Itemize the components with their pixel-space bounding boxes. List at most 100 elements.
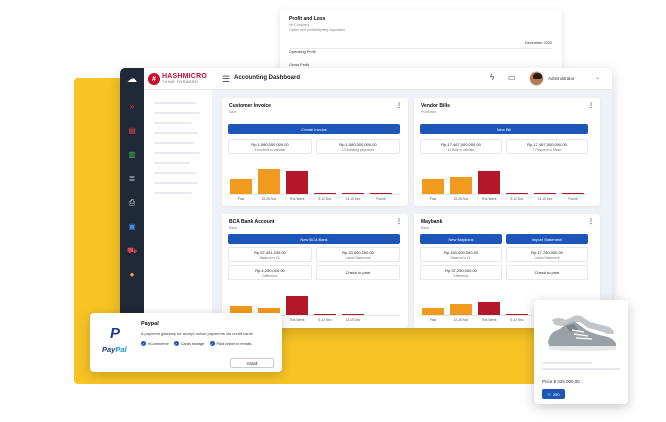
stat-box[interactable]: Rp.1,080,000,000.00 13 Awaiting payments xyxy=(316,139,400,154)
stat-box[interactable]: Rp.43,000,250.00 Latest Statement xyxy=(316,247,400,262)
stat-value: Rp.17,467,000,000.00 xyxy=(441,141,481,147)
stat-label: Difference xyxy=(453,273,469,278)
bca-bank-card: BCA Bank Account Bank ⋮ New BCA Bank Rp.… xyxy=(222,214,408,328)
avatar[interactable] xyxy=(529,71,544,86)
stat-label: 10 Bills to validate xyxy=(447,147,475,152)
bar-past xyxy=(230,306,252,316)
product-desc-placeholder xyxy=(542,368,620,370)
new-bill-button[interactable]: New Bill xyxy=(420,124,588,134)
stat-box[interactable]: Rp.57,491,295.00 Balance in GL xyxy=(228,247,312,262)
invoice-bar-chart: Past 22-28 Nov This Week 6-12 Dec 13-19 … xyxy=(228,164,400,201)
stat-label: Balance in GL xyxy=(259,255,281,260)
cloud-icon[interactable]: ☁ xyxy=(120,68,144,90)
new-maybank-button[interactable]: New Maybank xyxy=(420,234,502,244)
submenu-item[interactable] xyxy=(154,112,200,114)
bar-this-week xyxy=(286,171,308,195)
dashboard-content: Customer Invoice Sale ⋮ Create Invoice R… xyxy=(216,90,612,328)
new-bca-bank-button[interactable]: New BCA Bank xyxy=(228,234,400,244)
import-statement-button[interactable]: Import Statement xyxy=(506,234,588,244)
collapse-arrows-icon[interactable]: » xyxy=(129,102,135,111)
bar-chart-icon[interactable]: ▥ xyxy=(128,150,136,159)
module-description: A payment gateway for accept online paym… xyxy=(141,331,253,336)
submenu-item[interactable] xyxy=(154,102,196,104)
chart-baseline xyxy=(228,194,400,195)
stat-label: Difference xyxy=(262,273,278,278)
product-name-placeholder xyxy=(542,362,592,364)
tag-label: Cards storage xyxy=(180,341,205,346)
user-icon[interactable]: ● xyxy=(129,270,135,279)
more-options-icon[interactable]: ⋮ xyxy=(396,219,402,225)
list-icon[interactable]: ≣ xyxy=(128,174,136,183)
more-options-icon[interactable]: ⋮ xyxy=(396,103,402,109)
stat-box[interactable]: Rp.17,467,000,000.00 7 Payment to Make xyxy=(506,139,588,154)
x-axis-label: This Week xyxy=(289,318,305,322)
card-subtitle: Purchase xyxy=(421,110,437,114)
customer-invoice-card: Customer Invoice Sale ⋮ Create Invoice R… xyxy=(222,98,408,206)
document-icon[interactable]: ▣ xyxy=(128,222,136,231)
stat-box[interactable]: Rp.150,000,000.00 Balance in GL xyxy=(420,247,502,262)
chart-baseline xyxy=(228,315,400,316)
tag-label: Paid online in emails xyxy=(216,341,252,346)
user-name[interactable]: Administrator xyxy=(548,76,575,81)
stat-box[interactable]: Rp.17,750,000.00 Latest Statement xyxy=(506,247,588,262)
submenu-item[interactable] xyxy=(154,172,196,174)
paypal-logo: P PayPal xyxy=(100,325,134,359)
submenu-item[interactable] xyxy=(154,192,192,194)
card-title: Vendor Bills xyxy=(421,103,450,109)
paypal-module-card: P PayPal Paypal A payment gateway for ac… xyxy=(90,313,282,372)
submenu-item[interactable] xyxy=(154,182,198,184)
more-options-icon[interactable]: ⋮ xyxy=(588,219,594,225)
submenu-item[interactable] xyxy=(154,132,198,134)
report-date: December 2030 xyxy=(524,41,552,45)
report-gross-profit: Gross Profit xyxy=(289,63,310,67)
top-bar: ☁ # HASHMICRO THINK FORWARD ☰ Accounting… xyxy=(120,68,612,90)
install-button[interactable]: Install xyxy=(230,358,274,368)
stat-box[interactable]: Rp.17,467,000,000.00 10 Bills to validat… xyxy=(420,139,502,154)
cart-icon[interactable]: ⛟ xyxy=(126,245,138,255)
stat-box[interactable]: Rp.4,250,000.00 Difference xyxy=(228,265,312,280)
more-options-icon[interactable]: ⋮ xyxy=(588,103,594,109)
stat-label: 8 Invoices to validate xyxy=(254,147,286,152)
stat-box[interactable]: Rp.1,080,000,000.00 8 Invoices to valida… xyxy=(228,139,312,154)
submenu-item[interactable] xyxy=(154,152,200,154)
submenu-item[interactable] xyxy=(154,162,190,164)
stat-value: Rp.37,250,000.00 xyxy=(445,267,477,273)
stat-label: 7 Payment to Make xyxy=(532,147,562,152)
menu-icon[interactable]: ☰ xyxy=(222,74,231,84)
card-subtitle: Bank xyxy=(421,226,430,230)
stat-value: Rp.1,080,000,000.00 xyxy=(251,141,289,147)
stat-value: Check to print xyxy=(345,270,371,275)
add-to-cart-button[interactable]: ⚇ 250 xyxy=(542,389,565,399)
submenu-panel xyxy=(144,90,212,328)
check-to-print[interactable]: Check to print xyxy=(506,265,588,280)
report-subtitle: Optimi and profitabilyfitey capansibe xyxy=(289,28,346,32)
submenu-item[interactable] xyxy=(154,142,194,144)
x-axis-label: 22-28 Nov xyxy=(453,318,469,322)
stat-box[interactable]: Rp.37,250,000.00 Difference xyxy=(420,265,502,280)
module-tag: ✓ eCommerce xyxy=(141,341,169,346)
vendor-bills-card: Vendor Bills Purchase ⋮ New Bill Rp.17,4… xyxy=(414,98,600,206)
product-count: 250 xyxy=(552,391,560,397)
create-invoice-button[interactable]: Create Invoice xyxy=(228,124,400,134)
x-axis-label: Past xyxy=(429,318,437,322)
card-subtitle: Sale xyxy=(229,110,237,114)
x-axis-label: Future xyxy=(568,197,578,201)
product-card: Price $ 325.000,00 ⚇ 250 xyxy=(534,300,628,404)
brand-logo[interactable]: # HASHMICRO THINK FORWARD xyxy=(148,72,207,86)
x-axis-label: 13-19 Dec xyxy=(345,318,361,322)
x-axis-label: Past xyxy=(429,197,437,201)
check-to-print[interactable]: Check to print xyxy=(316,265,400,280)
lightning-icon[interactable]: ϟ xyxy=(490,73,495,82)
x-axis-label: 6-12 Dec xyxy=(510,197,524,201)
chevron-down-icon[interactable]: ⌄ xyxy=(595,75,601,81)
chat-icon[interactable]: ▭ xyxy=(508,73,516,82)
sneaker-image xyxy=(548,315,616,351)
module-tag: ✓ Paid online in emails xyxy=(209,341,252,346)
bar-this-week xyxy=(478,302,500,316)
x-axis-label: 13-19 Dec xyxy=(537,197,553,201)
bills-bar-chart: Past 22-28 Nov This Week 6-12 Dec 13-19 … xyxy=(420,164,588,201)
printer-icon[interactable]: ⎙ xyxy=(128,197,136,207)
submenu-item[interactable] xyxy=(154,122,192,124)
invoice-icon[interactable]: ▤ xyxy=(128,126,136,135)
brand-tagline: THINK FORWARD xyxy=(162,80,199,85)
